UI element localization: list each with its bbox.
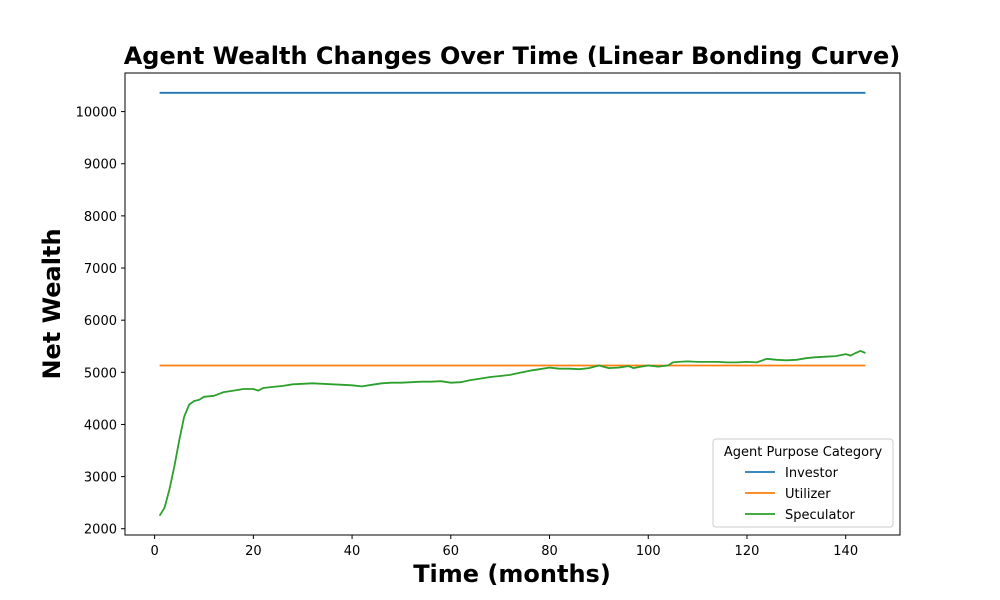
y-tick-label: 9000 xyxy=(84,158,117,173)
chart-title: Agent Wealth Changes Over Time (Linear B… xyxy=(124,42,901,70)
x-tick-label: 80 xyxy=(541,544,558,559)
y-tick-label: 6000 xyxy=(84,314,117,329)
legend-label-speculator: Speculator xyxy=(785,508,856,523)
legend-title: Agent Purpose Category xyxy=(724,445,883,460)
x-tick-label: 20 xyxy=(245,544,262,559)
y-tick-label: 10000 xyxy=(76,106,117,121)
x-tick-label: 40 xyxy=(344,544,361,559)
x-axis-ticks: 0 20 40 60 80 100 120 140 xyxy=(150,535,858,559)
x-tick-label: 0 xyxy=(150,544,158,559)
y-tick-label: 2000 xyxy=(84,523,117,538)
y-tick-label: 8000 xyxy=(84,210,117,225)
y-axis-ticks: 2000 3000 4000 5000 6000 7000 8000 9000 10000 xyxy=(76,106,125,538)
legend-box xyxy=(712,438,894,528)
y-tick-label: 5000 xyxy=(84,366,117,381)
y-tick-label: 4000 xyxy=(84,418,117,433)
y-tick-label: 3000 xyxy=(84,471,117,486)
x-tick-label: 140 xyxy=(833,544,858,559)
legend-label-investor: Investor xyxy=(785,466,839,481)
legend-label-utilizer: Utilizer xyxy=(785,487,831,502)
x-axis-label: Time (months) xyxy=(413,560,611,588)
plot-frame xyxy=(124,72,901,536)
x-tick-label: 100 xyxy=(636,544,661,559)
series-line-speculator xyxy=(158,349,866,517)
x-tick-label: 120 xyxy=(735,544,760,559)
y-tick-label: 7000 xyxy=(84,262,117,277)
series-layer xyxy=(158,91,866,517)
x-tick-label: 60 xyxy=(443,544,460,559)
y-axis-label: Net Wealth xyxy=(38,228,66,379)
legend: Agent Purpose Category Investor Utilizer S… xyxy=(712,438,894,528)
